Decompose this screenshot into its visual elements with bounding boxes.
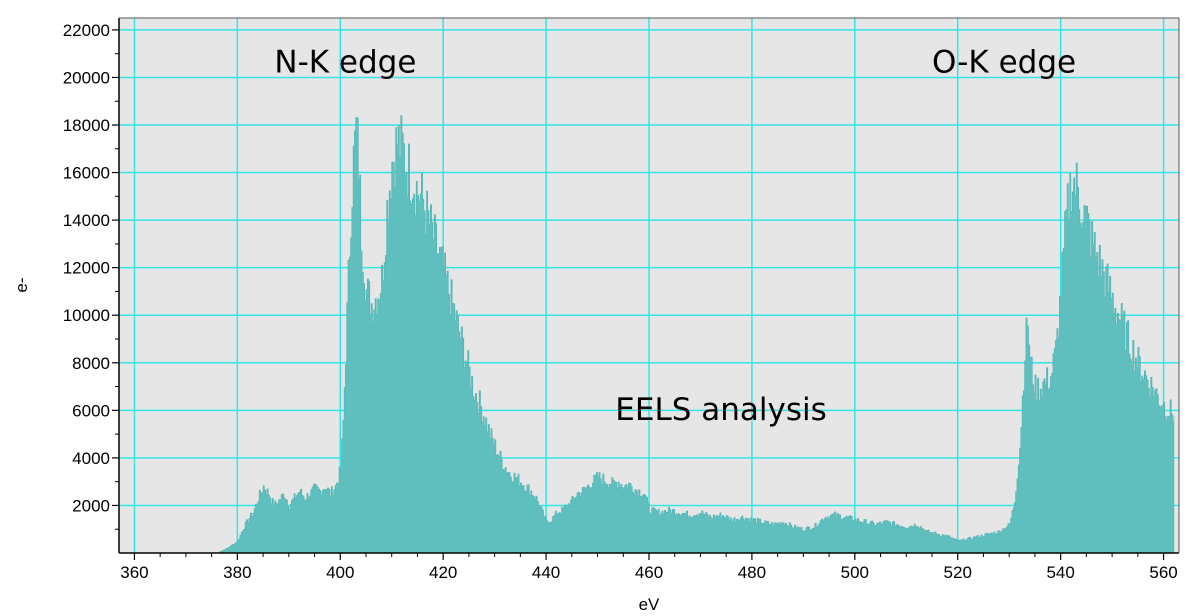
x-axis-label: eV — [639, 595, 660, 614]
x-tick-label-1: 380 — [223, 563, 251, 582]
annotation-2: EELS analysis — [615, 392, 827, 428]
y-tick-label-2: 6000 — [72, 401, 110, 420]
y-tick-label-9: 20000 — [63, 68, 110, 87]
y-axis-ticks: 2000 4000 6000 8000 10000 12000 14000 16000 1800… — [63, 21, 119, 530]
y-tick-label-0: 2000 — [72, 496, 110, 515]
y-tick-label-3: 8000 — [72, 354, 110, 373]
x-tick-label-6: 480 — [738, 563, 766, 582]
y-tick-label-8: 18000 — [63, 116, 110, 135]
annotations: N-K edge O-K edge EELS analysis — [274, 45, 1076, 428]
y-tick-label-6: 14000 — [63, 211, 110, 230]
annotation-1: O-K edge — [932, 45, 1076, 81]
spectrum-area — [216, 115, 1175, 554]
axes — [118, 17, 1180, 554]
x-axis-ticks: 360 380 400 420 440 460 480 500 520 540 560 — [120, 553, 1178, 582]
y-tick-label-7: 16000 — [63, 164, 110, 183]
y-axis-label: e- — [12, 277, 31, 292]
y-tick-label-5: 12000 — [63, 259, 110, 278]
x-tick-label-4: 440 — [532, 563, 560, 582]
x-tick-label-2: 400 — [326, 563, 354, 582]
y-tick-label-4: 10000 — [63, 306, 110, 325]
y-tick-label-1: 4000 — [72, 449, 110, 468]
x-tick-label-10: 560 — [1149, 563, 1177, 582]
x-tick-label-9: 540 — [1046, 563, 1074, 582]
x-tick-label-0: 360 — [120, 563, 148, 582]
x-tick-label-8: 520 — [944, 563, 972, 582]
x-tick-label-7: 500 — [841, 563, 869, 582]
y-tick-label-10: 22000 — [63, 21, 110, 40]
x-tick-label-5: 460 — [635, 563, 663, 582]
x-tick-label-3: 420 — [429, 563, 457, 582]
annotation-0: N-K edge — [274, 45, 416, 81]
